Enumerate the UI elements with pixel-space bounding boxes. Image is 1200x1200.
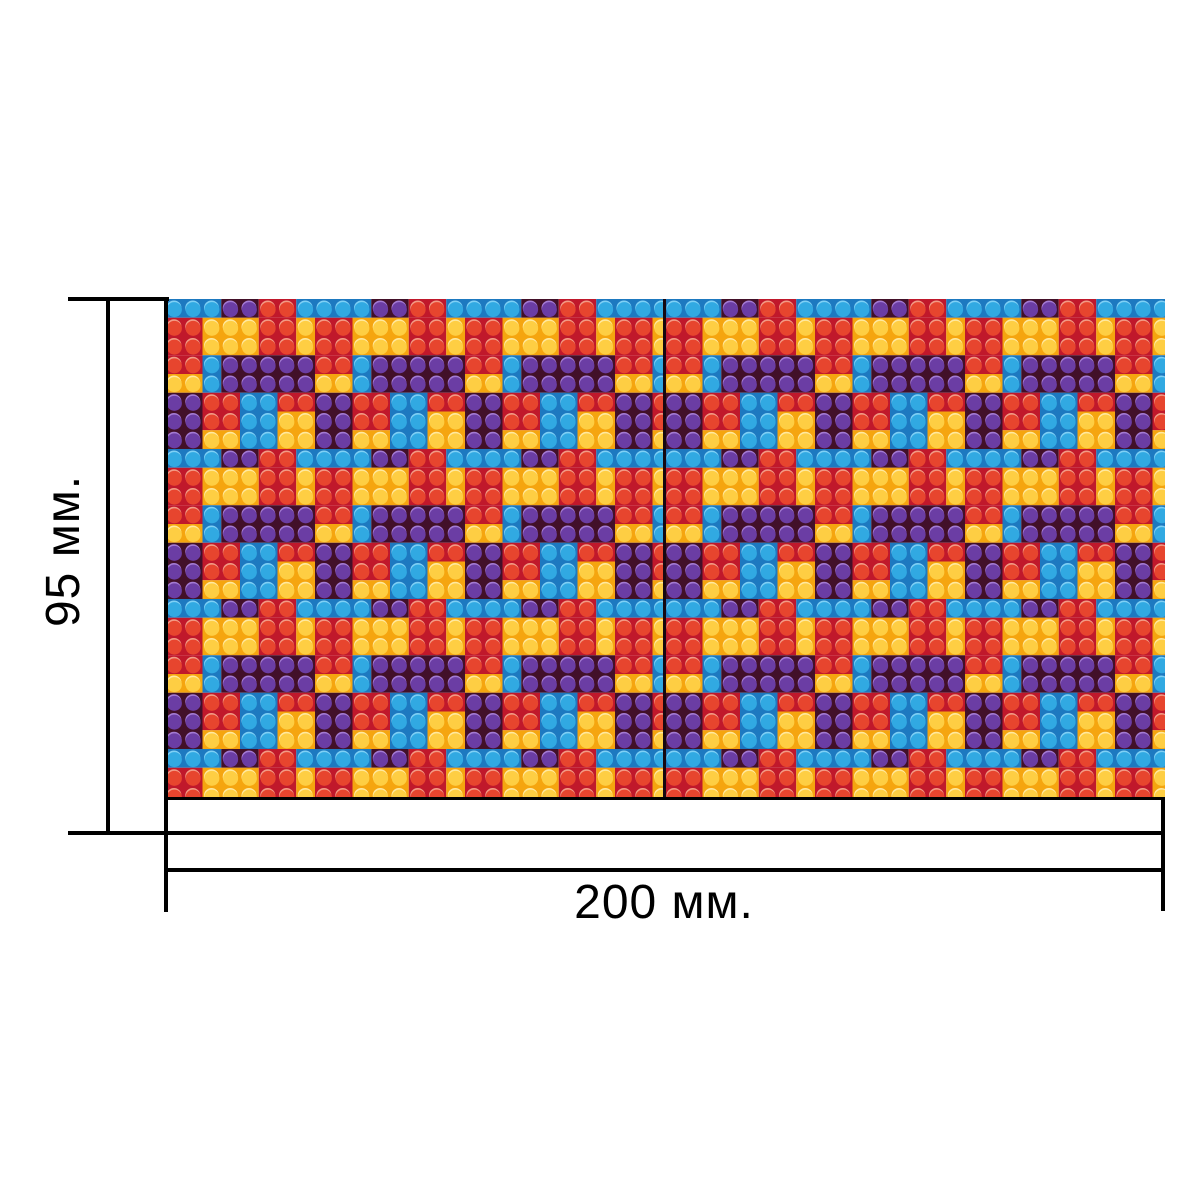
pattern-seam-line: [663, 299, 666, 799]
pattern-bottom-edge-line: [165, 797, 1165, 800]
height-dimension-line: [106, 298, 110, 835]
height-dimension-top-tick: [68, 297, 169, 301]
width-dimension-label: 200 мм.: [574, 876, 754, 929]
lego-pattern-svg: [165, 299, 1165, 799]
height-dimension-label: 95 мм.: [37, 474, 90, 628]
lego-pattern-panel: [165, 299, 1165, 799]
height-dimension-bottom-line: [68, 831, 1165, 835]
width-dimension-line: [165, 868, 1165, 872]
left-extension-line: [164, 298, 168, 912]
right-extension-line: [1161, 799, 1165, 911]
